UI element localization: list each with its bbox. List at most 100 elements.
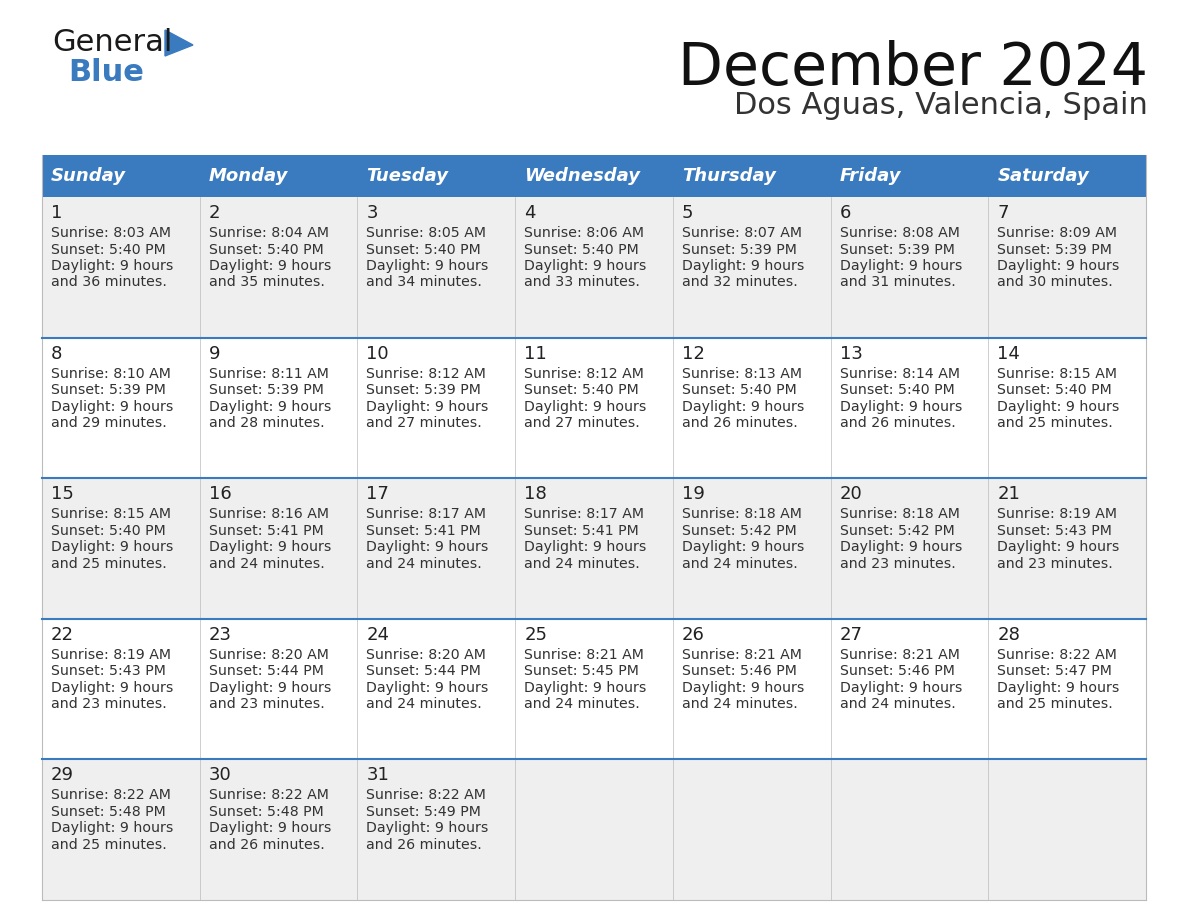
Text: Saturday: Saturday (997, 167, 1089, 185)
Text: Daylight: 9 hours: Daylight: 9 hours (524, 399, 646, 414)
Text: and 25 minutes.: and 25 minutes. (51, 556, 166, 571)
Text: 13: 13 (840, 344, 862, 363)
Text: Sunrise: 8:12 AM: Sunrise: 8:12 AM (366, 366, 486, 381)
Text: General: General (52, 28, 172, 57)
Text: Daylight: 9 hours: Daylight: 9 hours (524, 259, 646, 273)
Text: 24: 24 (366, 626, 390, 644)
Text: and 24 minutes.: and 24 minutes. (524, 556, 640, 571)
Text: Dos Aguas, Valencia, Spain: Dos Aguas, Valencia, Spain (734, 91, 1148, 120)
Bar (672, 155, 830, 197)
Text: and 25 minutes.: and 25 minutes. (997, 416, 1113, 431)
Text: Sunset: 5:40 PM: Sunset: 5:40 PM (840, 383, 954, 397)
Text: Sunrise: 8:06 AM: Sunrise: 8:06 AM (524, 226, 644, 240)
Text: Sunrise: 8:09 AM: Sunrise: 8:09 AM (997, 226, 1117, 240)
Text: and 26 minutes.: and 26 minutes. (209, 838, 324, 852)
Text: Sunset: 5:41 PM: Sunset: 5:41 PM (209, 523, 323, 538)
Text: 12: 12 (682, 344, 704, 363)
Bar (42, 155, 200, 197)
Text: 6: 6 (840, 204, 851, 222)
Bar (200, 155, 358, 197)
Text: Sunrise: 8:12 AM: Sunrise: 8:12 AM (524, 366, 644, 381)
Text: 26: 26 (682, 626, 704, 644)
Text: Sunrise: 8:19 AM: Sunrise: 8:19 AM (997, 508, 1117, 521)
Text: Tuesday: Tuesday (366, 167, 448, 185)
Text: and 30 minutes.: and 30 minutes. (997, 275, 1113, 289)
Text: and 24 minutes.: and 24 minutes. (682, 698, 797, 711)
Text: and 24 minutes.: and 24 minutes. (682, 556, 797, 571)
Text: 2: 2 (209, 204, 220, 222)
Text: and 36 minutes.: and 36 minutes. (51, 275, 166, 289)
Text: Sunrise: 8:16 AM: Sunrise: 8:16 AM (209, 508, 329, 521)
Text: Sunrise: 8:21 AM: Sunrise: 8:21 AM (524, 648, 644, 662)
Text: and 26 minutes.: and 26 minutes. (840, 416, 955, 431)
Text: 20: 20 (840, 486, 862, 503)
Text: and 24 minutes.: and 24 minutes. (840, 698, 955, 711)
Bar (42, 197, 1146, 338)
Text: Thursday: Thursday (682, 167, 776, 185)
Text: Sunrise: 8:10 AM: Sunrise: 8:10 AM (51, 366, 171, 381)
Text: Sunset: 5:39 PM: Sunset: 5:39 PM (51, 383, 166, 397)
Text: Daylight: 9 hours: Daylight: 9 hours (51, 822, 173, 835)
Text: Sunset: 5:46 PM: Sunset: 5:46 PM (682, 665, 797, 678)
Text: and 26 minutes.: and 26 minutes. (366, 838, 482, 852)
Text: Daylight: 9 hours: Daylight: 9 hours (682, 681, 804, 695)
Text: Sunrise: 8:18 AM: Sunrise: 8:18 AM (682, 508, 802, 521)
Text: and 23 minutes.: and 23 minutes. (209, 698, 324, 711)
Text: and 29 minutes.: and 29 minutes. (51, 416, 166, 431)
Text: Sunrise: 8:11 AM: Sunrise: 8:11 AM (209, 366, 329, 381)
Text: 28: 28 (997, 626, 1020, 644)
Text: Daylight: 9 hours: Daylight: 9 hours (209, 822, 331, 835)
Text: Sunset: 5:44 PM: Sunset: 5:44 PM (209, 665, 323, 678)
Text: 10: 10 (366, 344, 388, 363)
Text: Sunset: 5:40 PM: Sunset: 5:40 PM (51, 242, 166, 256)
Text: Sunset: 5:40 PM: Sunset: 5:40 PM (51, 523, 166, 538)
Text: Daylight: 9 hours: Daylight: 9 hours (682, 540, 804, 554)
Text: Sunset: 5:46 PM: Sunset: 5:46 PM (840, 665, 954, 678)
Bar (42, 619, 1146, 759)
Bar (988, 155, 1146, 197)
Text: Sunrise: 8:07 AM: Sunrise: 8:07 AM (682, 226, 802, 240)
Text: 30: 30 (209, 767, 232, 784)
Text: Sunrise: 8:20 AM: Sunrise: 8:20 AM (366, 648, 486, 662)
Text: Sunset: 5:40 PM: Sunset: 5:40 PM (524, 242, 639, 256)
Text: 4: 4 (524, 204, 536, 222)
Text: Daylight: 9 hours: Daylight: 9 hours (840, 399, 962, 414)
Text: 29: 29 (51, 767, 74, 784)
Text: and 23 minutes.: and 23 minutes. (51, 698, 166, 711)
Text: Daylight: 9 hours: Daylight: 9 hours (209, 259, 331, 273)
Text: Sunset: 5:40 PM: Sunset: 5:40 PM (209, 242, 323, 256)
Text: and 31 minutes.: and 31 minutes. (840, 275, 955, 289)
Bar (358, 155, 516, 197)
Text: Sunrise: 8:22 AM: Sunrise: 8:22 AM (51, 789, 171, 802)
Text: 16: 16 (209, 486, 232, 503)
Text: Daylight: 9 hours: Daylight: 9 hours (366, 681, 488, 695)
Text: 22: 22 (51, 626, 74, 644)
Text: 5: 5 (682, 204, 694, 222)
Text: Sunrise: 8:17 AM: Sunrise: 8:17 AM (524, 508, 644, 521)
Text: Daylight: 9 hours: Daylight: 9 hours (997, 259, 1119, 273)
Text: Sunrise: 8:03 AM: Sunrise: 8:03 AM (51, 226, 171, 240)
Text: and 26 minutes.: and 26 minutes. (682, 416, 797, 431)
Text: 23: 23 (209, 626, 232, 644)
Text: 21: 21 (997, 486, 1020, 503)
Text: Daylight: 9 hours: Daylight: 9 hours (840, 681, 962, 695)
Bar (830, 155, 988, 197)
Text: December 2024: December 2024 (678, 40, 1148, 97)
Text: Sunrise: 8:22 AM: Sunrise: 8:22 AM (997, 648, 1117, 662)
Text: Sunset: 5:40 PM: Sunset: 5:40 PM (682, 383, 797, 397)
Text: Sunrise: 8:17 AM: Sunrise: 8:17 AM (366, 508, 486, 521)
Text: 14: 14 (997, 344, 1020, 363)
Text: Daylight: 9 hours: Daylight: 9 hours (51, 259, 173, 273)
Text: Daylight: 9 hours: Daylight: 9 hours (997, 399, 1119, 414)
Text: Sunrise: 8:04 AM: Sunrise: 8:04 AM (209, 226, 329, 240)
Text: 7: 7 (997, 204, 1009, 222)
Text: Sunrise: 8:22 AM: Sunrise: 8:22 AM (366, 789, 486, 802)
Bar (516, 155, 672, 197)
Polygon shape (165, 30, 192, 56)
Text: 17: 17 (366, 486, 390, 503)
Text: and 28 minutes.: and 28 minutes. (209, 416, 324, 431)
Text: Wednesday: Wednesday (524, 167, 640, 185)
Text: and 23 minutes.: and 23 minutes. (997, 556, 1113, 571)
Text: Sunset: 5:41 PM: Sunset: 5:41 PM (366, 523, 481, 538)
Text: 3: 3 (366, 204, 378, 222)
